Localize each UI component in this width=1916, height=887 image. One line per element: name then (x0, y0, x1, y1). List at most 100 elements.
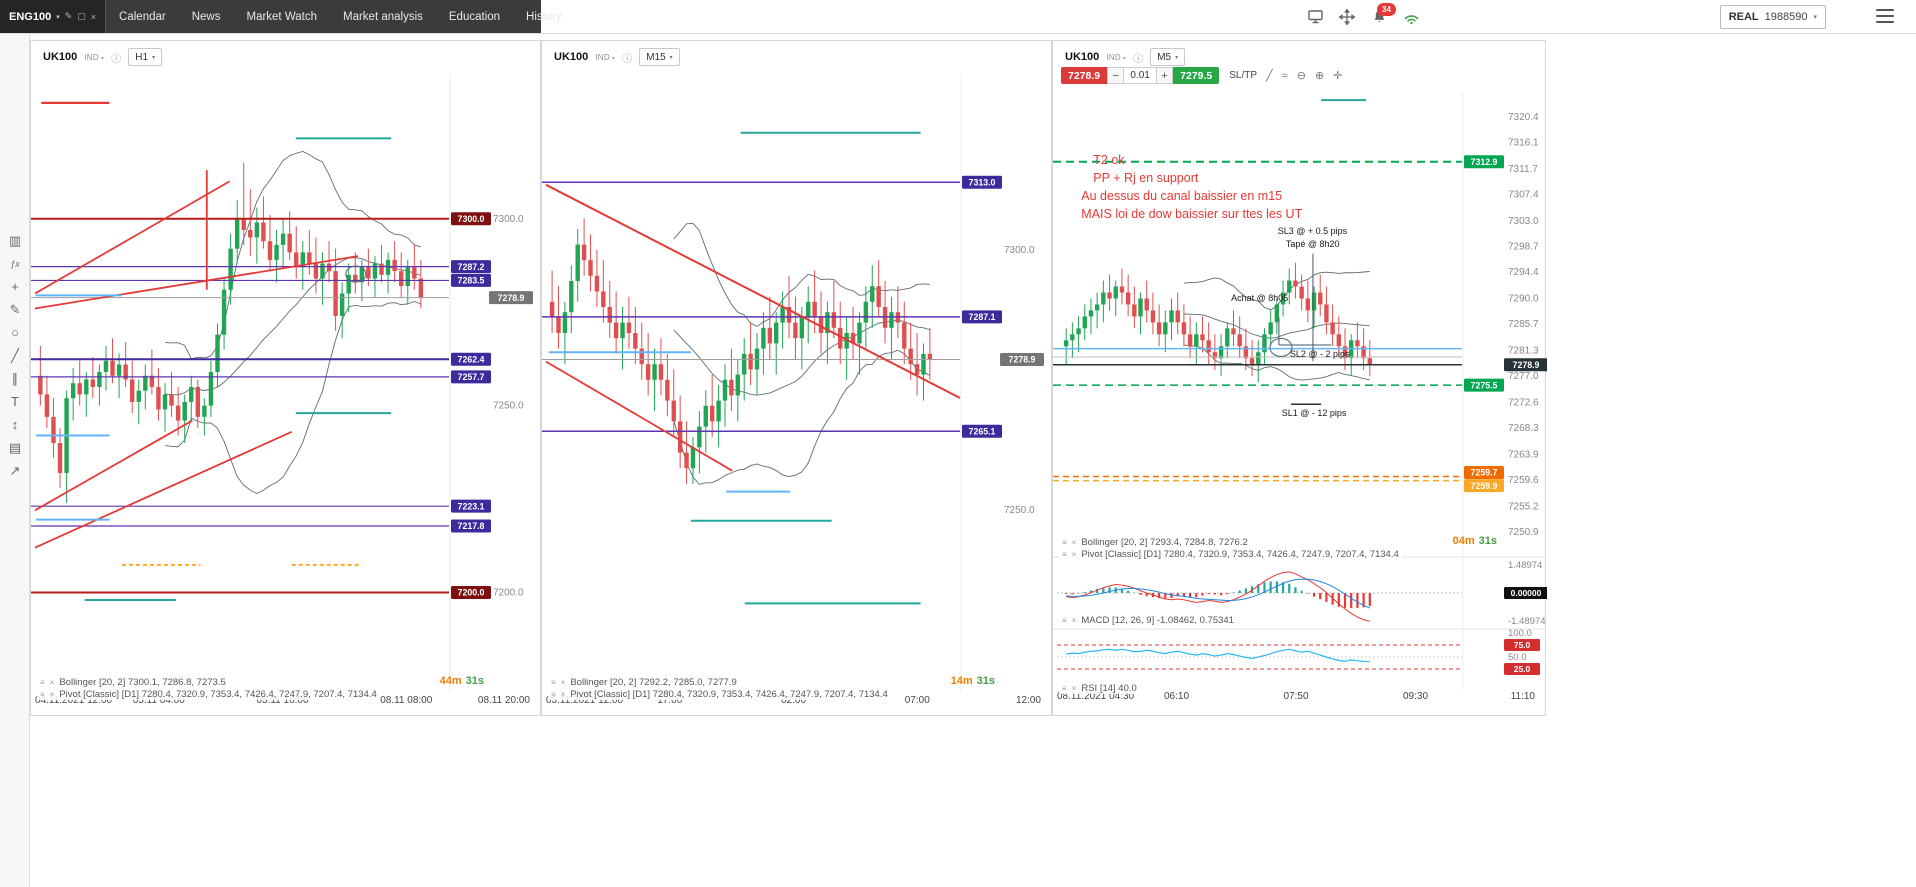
account-selector[interactable]: REAL 1988590 ▾ (1719, 5, 1826, 29)
menu-item-education[interactable]: Education (448, 10, 501, 23)
svg-text:7268.3: 7268.3 (1508, 423, 1539, 434)
candle-countdown-timer: 44m 31s (440, 675, 484, 687)
pattern-icon[interactable]: ↕ (11, 417, 19, 432)
indicators-icon[interactable]: ≈ (1281, 69, 1288, 82)
legend-remove-icon[interactable]: × (1071, 550, 1077, 559)
svg-text:7298.7: 7298.7 (1508, 242, 1539, 253)
notifications-button[interactable]: 34 (1369, 2, 1396, 27)
legend-remove-icon[interactable]: × (1071, 616, 1077, 625)
timer-minutes: 04m (1452, 535, 1475, 547)
svg-text:05.11 04:00: 05.11 04:00 (133, 695, 186, 706)
svg-text:7272.6: 7272.6 (1508, 397, 1539, 408)
buy-button[interactable]: 7279.5 (1173, 67, 1220, 84)
trendline-tool-icon[interactable]: ╱ (1266, 70, 1273, 82)
increase-quantity-button[interactable]: + (1156, 67, 1174, 84)
legend-menu-icon[interactable]: ≡ (40, 678, 45, 687)
indicator-legend: ≡ × Bollinger [20, 2] 7300.1, 7286.8, 7273… (37, 677, 229, 688)
legend-menu-icon[interactable]: ≡ (1062, 616, 1067, 625)
svg-text:0.00000: 0.00000 (1511, 588, 1542, 598)
svg-text:7294.4: 7294.4 (1508, 267, 1539, 278)
legend-remove-icon[interactable]: × (1071, 684, 1077, 693)
legend-remove-icon[interactable]: × (49, 690, 55, 699)
info-icon[interactable]: ⓘ (1133, 53, 1144, 65)
instrument-type-label[interactable]: IND ▾ (1106, 52, 1127, 62)
legend-menu-icon[interactable]: ≡ (40, 690, 45, 699)
chart-canvas-m5[interactable]: 7312.9 7278.9 7275.5 7259.7 7259.9 SL3 @ + 0.… (1053, 41, 1547, 717)
duplicate-workspace-icon[interactable]: ▢ (77, 11, 86, 21)
legend-menu-icon[interactable]: ≡ (1062, 538, 1067, 547)
legend-remove-icon[interactable]: × (1071, 538, 1077, 547)
price-axis[interactable]: 7300.0 7250.0 (1004, 245, 1035, 516)
time-axis[interactable]: 08.11.2021 04:30 06:10 07:50 09:30 11:10 (1057, 691, 1535, 702)
rsi-pane: 100.075.0 50.025.0 (1057, 628, 1540, 675)
timer-minutes: 14m (950, 675, 973, 687)
crosshair-icon[interactable]: ✛ (1333, 70, 1343, 82)
drawings-layer[interactable] (34, 101, 392, 601)
menu-item-history[interactable]: History (526, 10, 562, 23)
svg-text:17:00: 17:00 (657, 695, 682, 706)
svg-text:05.11.2021 12:00: 05.11.2021 12:00 (546, 695, 624, 706)
columns-icon[interactable]: ▥ (8, 232, 22, 248)
text-icon[interactable]: T (11, 394, 19, 409)
decrease-quantity-button[interactable]: − (1107, 67, 1125, 84)
edit-workspace-icon[interactable]: ✎ (64, 11, 73, 21)
timeframe-select[interactable]: M15 ▾ (639, 48, 680, 66)
layers-icon[interactable]: ▤ (8, 439, 22, 455)
trendline-icon[interactable]: ╱ (11, 347, 19, 363)
legend-remove-icon[interactable]: × (560, 678, 566, 687)
menu-item-market-watch[interactable]: Market Watch (246, 10, 317, 23)
symbol-label: UK100 (554, 51, 589, 63)
time-axis[interactable]: 05.11.2021 12:00 17:00 02:00 07:00 12:00 (546, 695, 1041, 706)
pencil-icon[interactable]: ✎ (9, 301, 21, 317)
indicator-legend: ≡ × Pivot [Classic] [D1] 7280.4, 7320.9, 7… (548, 689, 891, 700)
ellipse-icon[interactable]: ○ (11, 325, 19, 340)
timeframe-select[interactable]: H1 ▾ (128, 48, 163, 66)
info-icon[interactable]: ⓘ (622, 53, 633, 65)
quantity-input[interactable]: 0.01 (1124, 67, 1157, 84)
add-icon[interactable]: + (11, 279, 19, 294)
zoom-out-icon[interactable]: ⊖ (1296, 70, 1306, 82)
legend-remove-icon[interactable]: × (49, 678, 55, 687)
chart-canvas-h1[interactable]: 7300.0 7287.2 7283.5 7278.9 7262.4 7257.7 7223… (31, 41, 542, 717)
info-icon[interactable]: ⓘ (111, 53, 122, 65)
menu-item-market-analysis[interactable]: Market analysis (343, 10, 423, 23)
svg-text:7281.3: 7281.3 (1508, 345, 1539, 356)
function-icon[interactable]: ƒx (10, 258, 20, 269)
workspace-tab[interactable]: ENG100 ▾ ✎ ▢ × (0, 0, 107, 33)
indicator-legend: ≡ × RSI [14] 40.0 (1059, 683, 1140, 694)
caret-down-icon: ▾ (1813, 14, 1817, 21)
svg-text:MAIS loi de dow baissier sur t: MAIS loi de dow baissier sur ttes les UT (1081, 207, 1302, 221)
menu-item-news[interactable]: News (191, 10, 221, 23)
drawings-layer[interactable] (1269, 99, 1367, 405)
legend-menu-icon[interactable]: ≡ (1062, 550, 1067, 559)
share-icon[interactable]: ↗ (9, 462, 21, 478)
symbol-label: UK100 (1065, 51, 1100, 63)
drawings-layer[interactable] (545, 131, 961, 605)
legend-menu-icon[interactable]: ≡ (1062, 684, 1067, 693)
channel-icon[interactable]: ∥ (11, 370, 19, 386)
svg-text:04.11.2021 12:00: 04.11.2021 12:00 (35, 695, 113, 706)
svg-text:7285.7: 7285.7 (1508, 319, 1539, 330)
pan-mode-icon[interactable] (1337, 7, 1357, 27)
caret-down-icon: ▾ (152, 54, 156, 61)
price-axis[interactable]: 7300.0 7250.0 7200.0 (493, 214, 524, 599)
svg-text:09:30: 09:30 (1403, 691, 1428, 702)
close-workspace-icon[interactable]: × (90, 11, 97, 22)
sell-button[interactable]: 7278.9 (1061, 67, 1108, 84)
zoom-in-icon[interactable]: ⊕ (1314, 70, 1325, 82)
instrument-type-label[interactable]: IND ▾ (595, 52, 616, 62)
time-axis[interactable]: 04.11.2021 12:00 05.11 04:00 05.11 16:00 08… (35, 695, 530, 706)
legend-remove-icon[interactable]: × (560, 690, 566, 699)
menu-item-calendar[interactable]: Calendar (119, 10, 166, 23)
legend-menu-icon[interactable]: ≡ (551, 690, 556, 699)
price-axis[interactable]: 7320.4 7316.1 7311.7 7307.4 7303.0 7298.7 7294… (1508, 112, 1539, 538)
candle-countdown-timer: 14m 31s (951, 675, 995, 687)
indicator-legend: ≡ × Pivot [Classic] [D1] 7280.4, 7320.9, 7… (1059, 549, 1402, 560)
workspace-layout-icon[interactable] (1305, 7, 1325, 27)
chart-canvas-m15[interactable]: 7313.0 7287.1 7278.9 7265.1 7300.0 7250.0 05.1… (542, 41, 1053, 717)
instrument-type-label[interactable]: IND ▾ (84, 52, 105, 62)
main-menu-icon[interactable] (1876, 9, 1894, 23)
sl-tp-button[interactable]: SL/TP (1229, 70, 1258, 81)
legend-menu-icon[interactable]: ≡ (551, 678, 556, 687)
timeframe-select[interactable]: M5 ▾ (1150, 48, 1186, 66)
